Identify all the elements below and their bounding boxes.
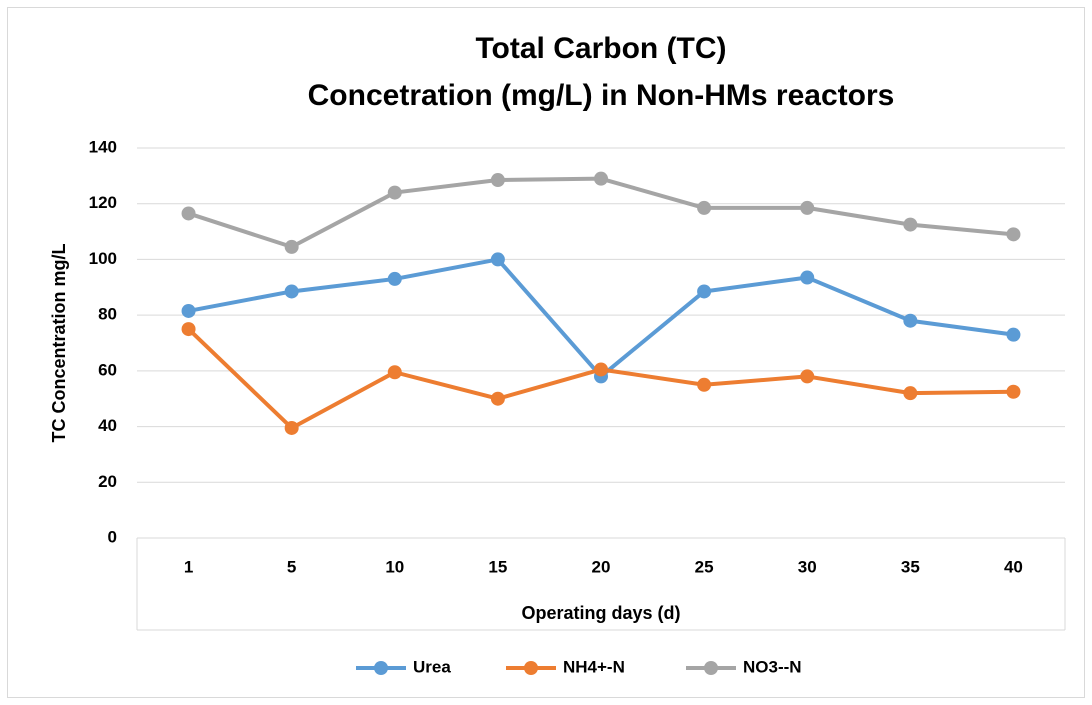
chart-title: Concetration (mg/L) in Non-HMs reactors [308, 79, 895, 112]
chart-border [7, 7, 1085, 698]
x-tick-label: 5 [287, 557, 296, 576]
y-tick-label: 140 [89, 137, 117, 156]
data-point [903, 313, 918, 328]
legend-label: NH4+-N [563, 657, 625, 676]
x-tick-label: 35 [901, 557, 920, 576]
y-axis-label: TC Concentration mg/L [49, 244, 69, 443]
x-tick-label: 25 [695, 557, 714, 576]
y-tick-label: 80 [98, 305, 117, 324]
data-point [490, 173, 505, 188]
legend-label: NO3--N [743, 657, 802, 676]
data-point [1006, 384, 1021, 399]
legend-label: Urea [413, 657, 451, 676]
data-point [1006, 227, 1021, 242]
chart-title: Total Carbon (TC) [475, 32, 726, 65]
x-tick-label: 30 [798, 557, 817, 576]
data-point [697, 377, 712, 392]
x-axis-label: Operating days (d) [521, 603, 680, 623]
x-tick-label: 1 [184, 557, 193, 576]
data-point [697, 284, 712, 299]
data-point [284, 239, 299, 254]
data-point [800, 200, 815, 215]
data-point [903, 386, 918, 401]
data-point [800, 369, 815, 384]
data-point [387, 271, 402, 286]
legend-marker [374, 661, 388, 675]
data-point [387, 365, 402, 380]
data-point [284, 284, 299, 299]
data-point [490, 252, 505, 267]
x-tick-label: 40 [1004, 557, 1023, 576]
data-point [697, 200, 712, 215]
data-point [181, 322, 196, 337]
x-tick-label: 20 [592, 557, 611, 576]
y-tick-label: 60 [98, 360, 117, 379]
data-point [490, 391, 505, 406]
data-point [903, 217, 918, 232]
y-tick-label: 20 [98, 472, 117, 491]
data-point [181, 206, 196, 221]
data-point [387, 185, 402, 200]
data-point [800, 270, 815, 285]
data-point [1006, 327, 1021, 342]
x-tick-label: 10 [385, 557, 404, 576]
legend-marker [704, 661, 718, 675]
y-tick-label: 120 [89, 193, 117, 212]
data-point [594, 171, 608, 186]
y-tick-label: 100 [89, 249, 117, 268]
y-tick-label: 40 [98, 416, 117, 435]
data-point [594, 362, 608, 377]
legend-marker [524, 661, 538, 675]
y-tick-label: 0 [108, 527, 117, 546]
x-tick-label: 15 [488, 557, 507, 576]
data-point [181, 303, 196, 318]
data-point [284, 420, 299, 435]
